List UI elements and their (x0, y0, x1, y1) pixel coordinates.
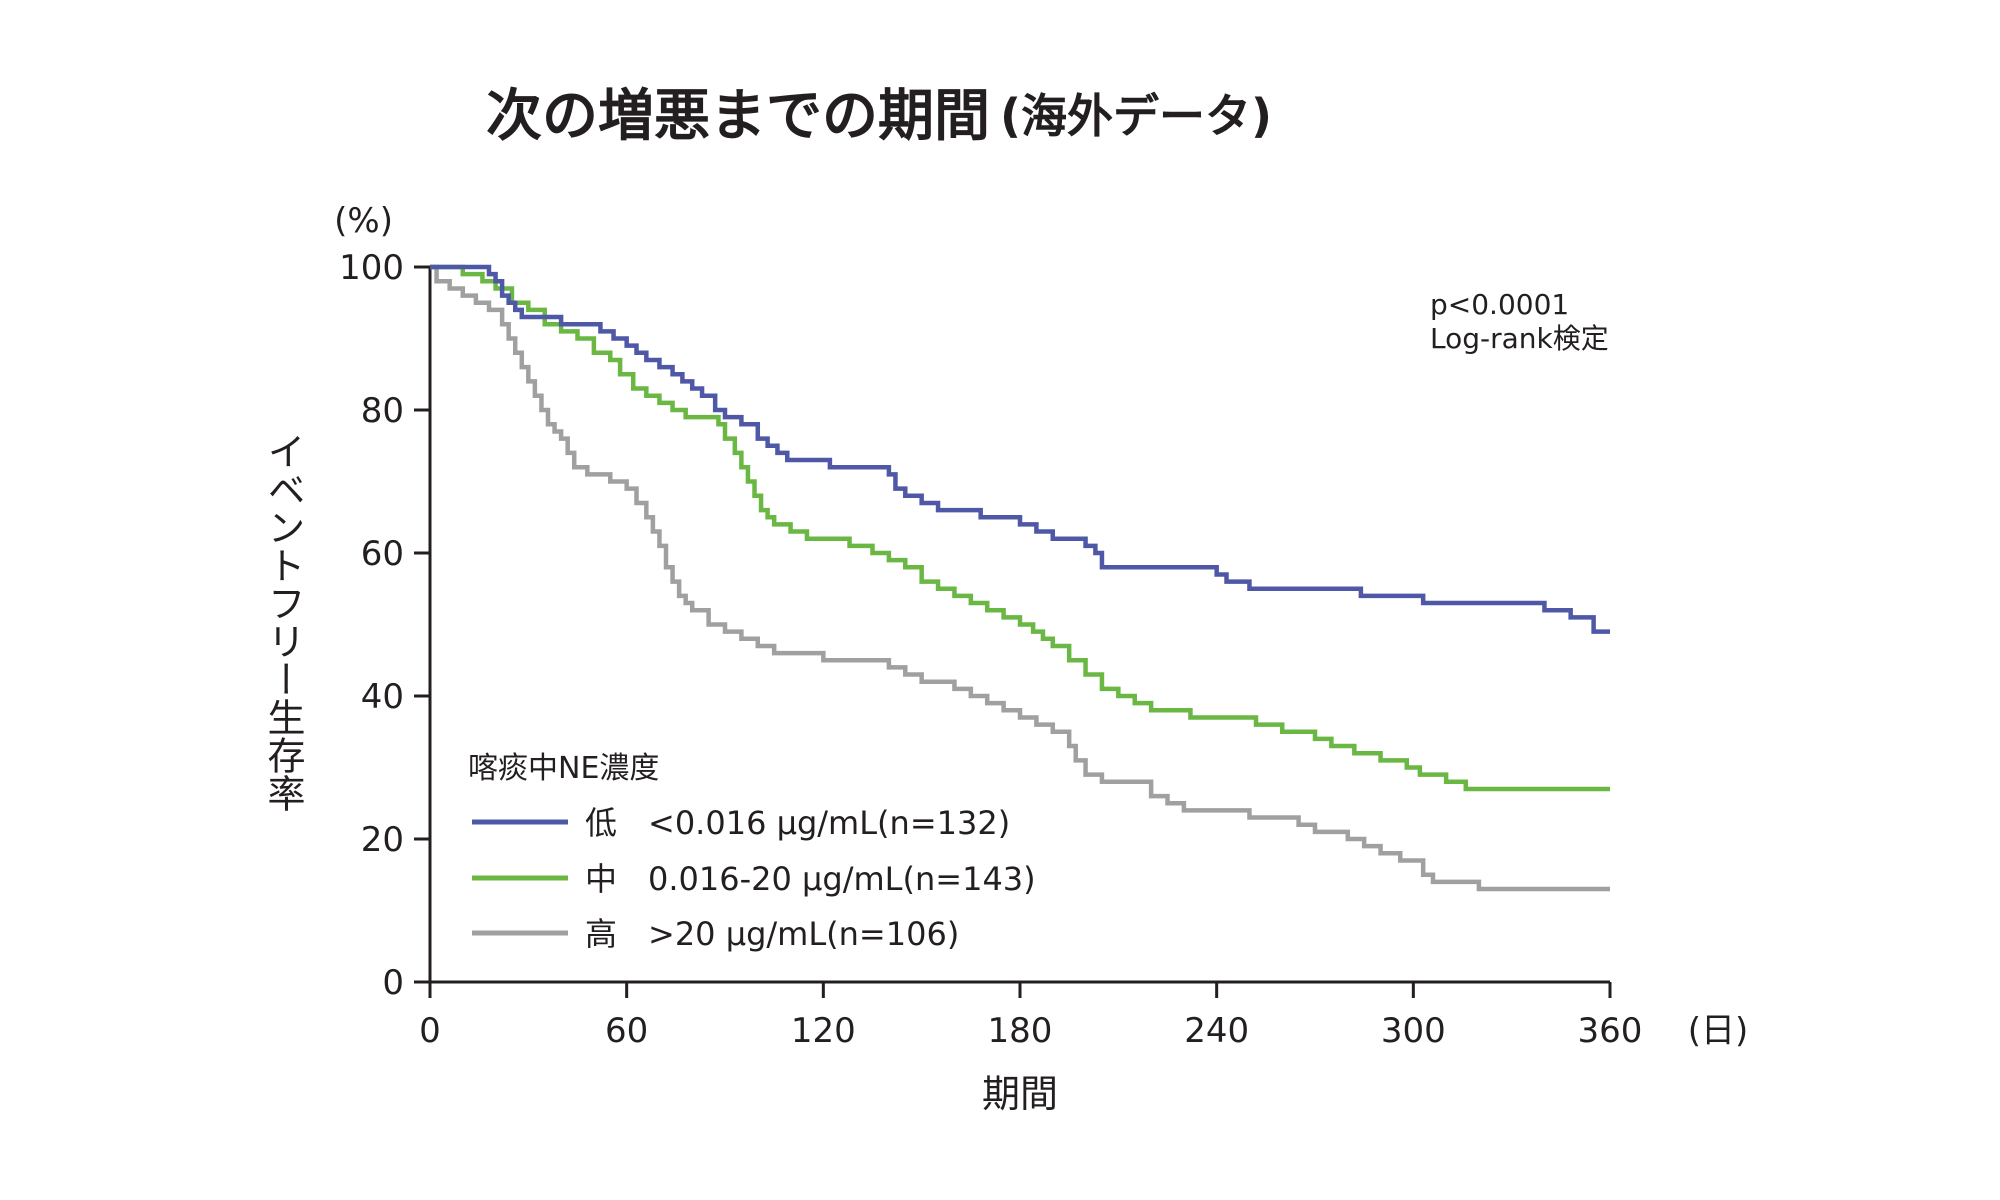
x-ticks: 0 60 120 180 240 300 360 (419, 982, 1642, 1051)
y-tick-label: 20 (361, 820, 404, 860)
legend-range-high: >20 μg/mL(n=106) (648, 915, 959, 953)
series-line-low (430, 264, 1610, 634)
series-line-mid (430, 264, 1610, 792)
series-lines (430, 264, 1610, 892)
y-tick-label: 0 (382, 963, 404, 1003)
y-tick-label: 60 (361, 534, 404, 574)
x-tick-label: 180 (988, 1011, 1053, 1051)
y-tick-label: 80 (361, 391, 404, 431)
legend-label-high: 高 (585, 915, 617, 953)
x-tick-label: 120 (791, 1011, 856, 1051)
x-axis-title: 期間 (982, 1072, 1058, 1116)
x-tick-label: 60 (605, 1011, 648, 1051)
legend: 喀痰中NE濃度 低 <0.016 μg/mL(n=132) 中 0.016-20… (468, 751, 1036, 953)
legend-title: 喀痰中NE濃度 (468, 751, 659, 786)
y-tick-label: 100 (339, 248, 404, 288)
p-value-note: p<0.0001 (1430, 288, 1569, 321)
x-tick-label: 0 (419, 1011, 441, 1051)
legend-range-low: <0.016 μg/mL(n=132) (648, 804, 1010, 842)
x-tick-label: 360 (1578, 1011, 1643, 1051)
series-line-high (430, 264, 1610, 892)
legend-label-low: 低 (585, 804, 617, 842)
x-tick-label: 240 (1184, 1011, 1249, 1051)
legend-label-mid: 中 (585, 860, 617, 898)
y-axis-unit: (%) (334, 201, 393, 241)
chart-title: 次の増悪までの期間 (486, 84, 990, 149)
test-note: Log-rank検定 (1430, 322, 1609, 355)
y-tick-label: 40 (361, 677, 404, 717)
legend-range-mid: 0.016-20 μg/mL(n=143) (648, 860, 1036, 898)
chart-title-suffix: (海外データ) (1000, 89, 1272, 143)
x-axis-unit: (日) (1688, 1011, 1749, 1051)
y-axis-title: イベントフリー生存率 (261, 432, 305, 812)
y-ticks: 0 20 40 60 80 100 (339, 248, 430, 1003)
x-tick-label: 300 (1381, 1011, 1446, 1051)
